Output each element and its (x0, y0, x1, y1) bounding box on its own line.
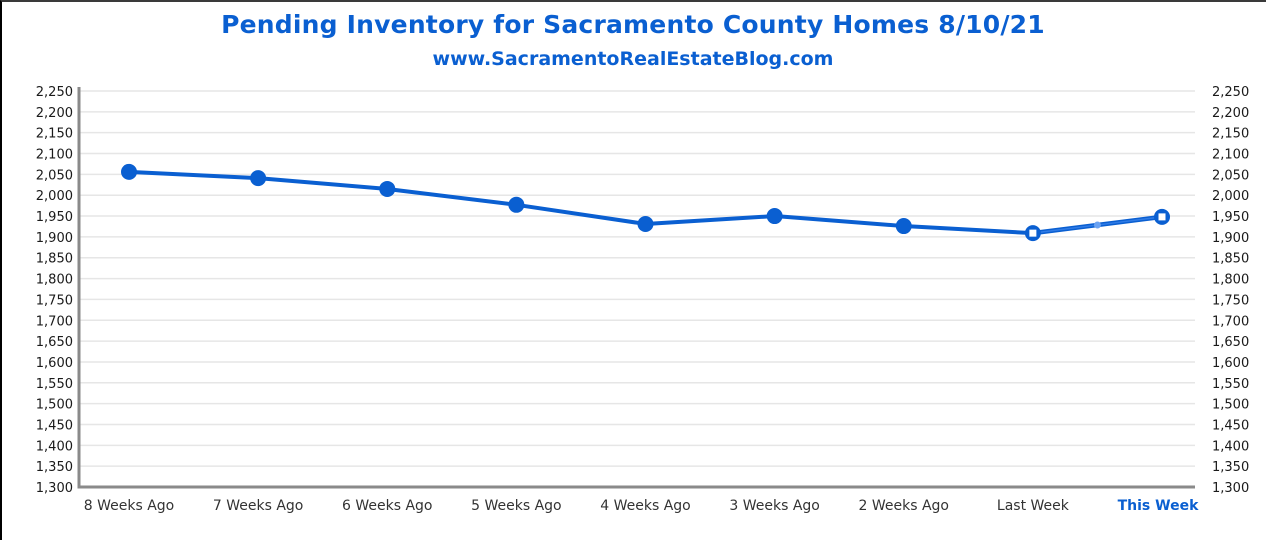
y-tick-label-right: 2,050 (1212, 168, 1249, 183)
series-line (128, 169, 1033, 236)
y-tick-label-left: 1,850 (36, 252, 73, 267)
y-tick-label-right: 1,800 (1212, 273, 1249, 288)
x-tick-label: 2 Weeks Ago (859, 498, 950, 514)
data-point (895, 218, 912, 235)
y-tick-label-right: 1,850 (1212, 252, 1249, 267)
y-tick-label-left: 1,650 (36, 335, 73, 350)
data-point (766, 208, 783, 225)
y-tick-label-left: 2,100 (36, 148, 73, 163)
x-axis-labels: 8 Weeks Ago 7 Weeks Ago 6 Weeks Ago 5 Weeks… (84, 498, 1199, 514)
axes (77, 87, 1195, 489)
data-point-selected-marker (1029, 229, 1037, 237)
y-tick-label-left: 2,050 (36, 168, 73, 183)
y-tick-label-right: 1,400 (1212, 439, 1249, 454)
x-tick-label: 6 Weeks Ago (342, 498, 433, 514)
x-tick-label: 3 Weeks Ago (729, 498, 820, 514)
y-tick-label-left: 1,300 (36, 481, 73, 496)
data-point (250, 170, 267, 187)
y-tick-label-left: 1,500 (36, 398, 73, 413)
data-point-selected-marker (1158, 213, 1166, 221)
x-tick-label: Last Week (997, 498, 1070, 514)
y-tick-label-left: 1,350 (36, 460, 73, 475)
y-axis-left: 1,300 1,350 1,400 1,450 1,500 1,550 1,600 1,650… (36, 85, 73, 496)
data-point (637, 215, 654, 232)
y-tick-label-right: 1,650 (1212, 335, 1249, 350)
y-tick-label-left: 2,250 (36, 85, 73, 100)
segment-midpoint-marker (1093, 221, 1101, 229)
y-axis-right: 1,300 1,350 1,400 1,450 1,500 1,550 1,600 1,650… (1212, 85, 1249, 496)
data-point (379, 180, 396, 197)
series-pending-inventory (121, 163, 1170, 242)
data-point (121, 163, 137, 180)
y-tick-label-left: 1,750 (36, 293, 73, 308)
y-tick-label-left: 1,800 (36, 273, 73, 288)
chart-subtitle: www.SacramentoRealEstateBlog.com (432, 48, 834, 70)
chart-title: Pending Inventory for Sacramento County … (221, 10, 1045, 39)
x-tick-label: 5 Weeks Ago (471, 498, 562, 514)
data-point (508, 196, 525, 213)
x-tick-label: 7 Weeks Ago (213, 498, 304, 514)
y-tick-label-left: 1,700 (36, 314, 73, 329)
y-tick-label-left: 2,000 (36, 189, 73, 204)
y-tick-label-right: 1,600 (1212, 356, 1249, 371)
y-tick-label-right: 1,750 (1212, 293, 1249, 308)
y-tick-label-right: 2,250 (1212, 85, 1249, 100)
y-tick-label-right: 1,900 (1212, 231, 1249, 246)
y-tick-label-left: 1,600 (36, 356, 73, 371)
y-tick-label-right: 1,550 (1212, 377, 1249, 392)
y-tick-label-right: 2,150 (1212, 127, 1249, 142)
y-tick-label-right: 2,100 (1212, 148, 1249, 163)
y-tick-label-left: 1,400 (36, 439, 73, 454)
y-tick-label-right: 1,450 (1212, 418, 1249, 433)
x-tick-label: 8 Weeks Ago (84, 498, 175, 514)
y-tick-label-left: 2,150 (36, 127, 73, 142)
y-tick-label-right: 2,000 (1212, 189, 1249, 204)
y-tick-label-left: 2,200 (36, 106, 73, 121)
y-tick-label-right: 1,950 (1212, 210, 1249, 225)
y-tick-label-right: 1,300 (1212, 481, 1249, 496)
y-tick-label-left: 1,950 (36, 210, 73, 225)
y-tick-label-left: 1,550 (36, 377, 73, 392)
x-tick-label: 4 Weeks Ago (600, 498, 691, 514)
y-tick-label-left: 1,900 (36, 231, 73, 246)
y-tick-label-right: 1,700 (1212, 314, 1249, 329)
y-tick-label-right: 1,500 (1212, 398, 1249, 413)
y-tick-label-right: 2,200 (1212, 106, 1249, 121)
y-tick-label-left: 1,450 (36, 418, 73, 433)
gridlines (80, 90, 1195, 467)
y-tick-label-right: 1,350 (1212, 460, 1249, 475)
x-tick-label: This Week (1118, 498, 1199, 514)
